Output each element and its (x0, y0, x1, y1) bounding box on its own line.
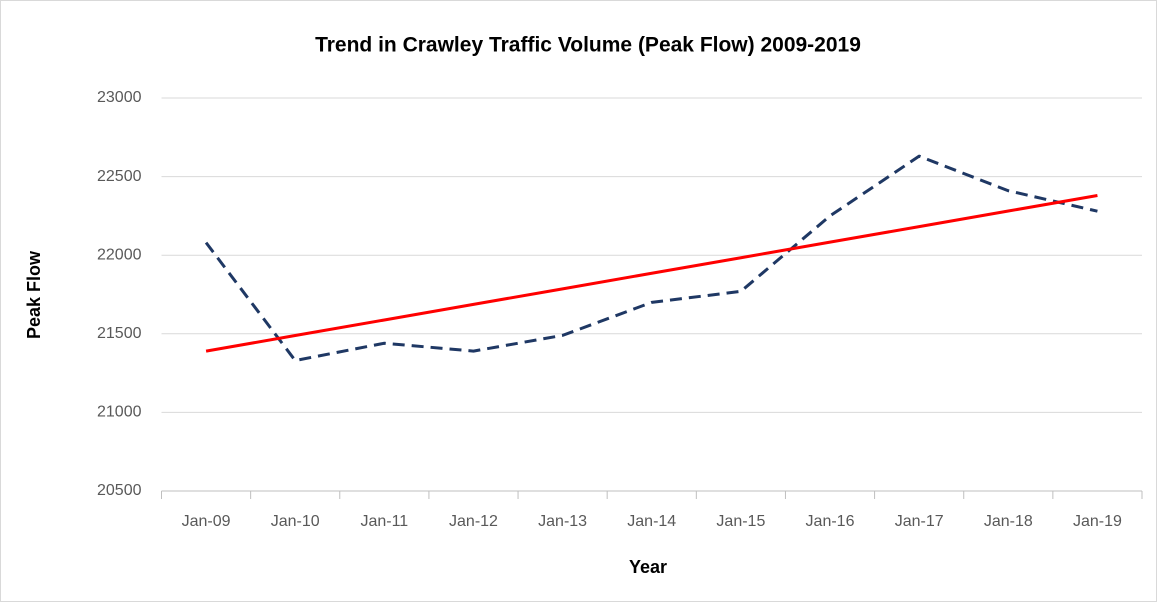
x-tick-label: Jan-13 (538, 513, 587, 530)
x-tick-label: Jan-17 (895, 513, 944, 530)
y-tick-label: 21000 (97, 404, 142, 421)
chart-title: Trend in Crawley Traffic Volume (Peak Fl… (315, 34, 861, 57)
x-tick-label: Jan-09 (182, 513, 231, 530)
x-tick-label: Jan-18 (984, 513, 1033, 530)
y-tick-label: 21500 (97, 325, 142, 342)
x-tick-label: Jan-11 (360, 513, 408, 530)
x-axis-label: Year (629, 557, 667, 577)
y-tick-label: 23000 (97, 89, 142, 106)
line-series (205, 193, 1098, 353)
x-tick-label: Jan-19 (1073, 513, 1122, 530)
line-series (204, 154, 1098, 363)
x-tick-label: Jan-14 (627, 513, 676, 530)
y-axis-label: Peak Flow (24, 250, 44, 339)
x-tick-label: Jan-12 (449, 513, 498, 530)
y-tick-label: 22000 (97, 246, 142, 263)
x-tick-label: Jan-16 (806, 513, 855, 530)
x-tick-label: Jan-10 (271, 513, 320, 530)
x-tick-label: Jan-15 (716, 513, 765, 530)
y-tick-label: 20500 (97, 482, 142, 499)
y-tick-label: 22500 (97, 168, 142, 185)
